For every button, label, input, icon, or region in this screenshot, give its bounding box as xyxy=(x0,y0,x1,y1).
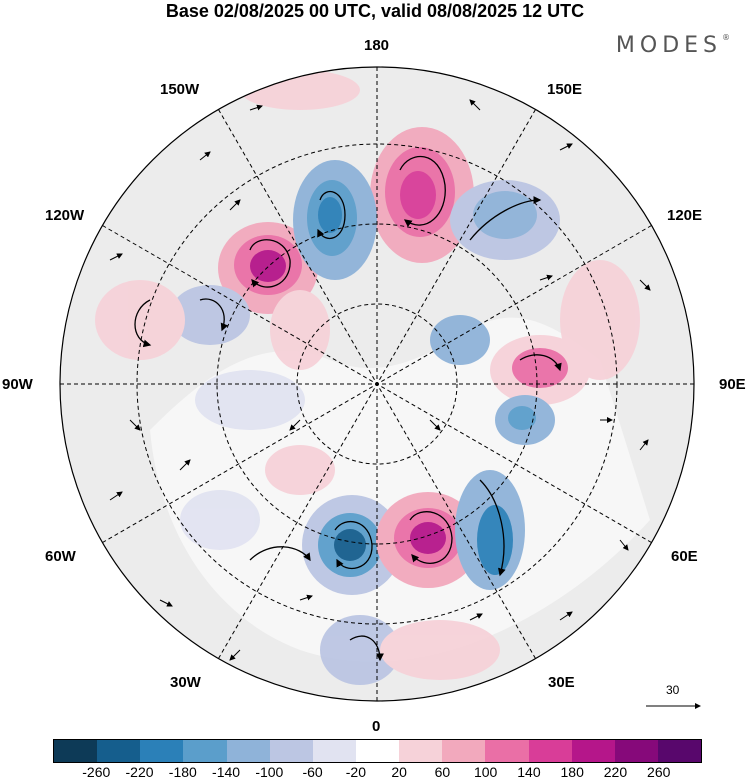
colorbar-tick-label: 180 xyxy=(560,764,584,780)
colorbar-segment xyxy=(571,740,615,762)
colorbar-tick-label: -180 xyxy=(168,764,197,780)
colorbar-tick-label: -140 xyxy=(212,764,241,780)
colorbar-tick-label: 20 xyxy=(391,764,407,780)
wind-vectors xyxy=(109,99,651,661)
lon-label-60e: 60E xyxy=(671,548,698,565)
colorbar-segment xyxy=(355,740,400,762)
lon-label-30w: 30W xyxy=(170,674,201,691)
lon-label-150w: 150W xyxy=(160,81,200,98)
colorbar-ticks: -260 -220 -180 -140 -100 -60 -20 20 60 100 140 180 2… xyxy=(0,764,750,782)
lon-label-120e: 120E xyxy=(667,207,703,224)
colorbar-segment xyxy=(657,740,702,762)
colorbar-segment xyxy=(54,740,98,762)
colorbar-segment xyxy=(485,740,529,762)
colorbar-tick-label: 140 xyxy=(517,764,541,780)
colorbar-tick-label: 100 xyxy=(473,764,498,780)
colorbar-segment xyxy=(140,740,184,762)
streamlines xyxy=(134,155,562,662)
colorbar-segment xyxy=(226,740,270,762)
colorbar-segment xyxy=(528,740,572,762)
lon-label-150e: 150E xyxy=(547,81,583,98)
lon-label-60w: 60W xyxy=(45,548,76,565)
colorbar-tick-label: -220 xyxy=(125,764,154,780)
lon-label-120w: 120W xyxy=(45,207,85,224)
colorbar-tick-label: -260 xyxy=(82,764,111,780)
colorbar-segment xyxy=(614,740,658,762)
lon-label-90w: 90W xyxy=(2,376,33,393)
graticule xyxy=(60,67,694,701)
colorbar-segment xyxy=(442,740,486,762)
colorbar-tick-label: -20 xyxy=(345,764,366,780)
colorbar-segment xyxy=(312,740,356,762)
colorbar-tick-label: 260 xyxy=(647,764,671,780)
polar-map xyxy=(59,66,701,709)
colorbar-tick-label: -60 xyxy=(302,764,323,780)
colorbar-segment xyxy=(183,740,227,762)
lon-label-90e: 90E xyxy=(719,376,746,393)
lon-label-180: 180 xyxy=(364,37,390,54)
reference-vector-label: 30 xyxy=(666,683,680,697)
colorbar-segment xyxy=(97,740,141,762)
colorbar-tick-label: -100 xyxy=(255,764,284,780)
chart-title: Base 02/08/2025 00 UTC, valid 08/08/2025… xyxy=(165,1,585,21)
colorbar-tick-label: 60 xyxy=(434,764,451,780)
colorbar-segment xyxy=(269,740,313,762)
colorbar xyxy=(53,739,702,763)
colorbar-segment xyxy=(399,740,443,762)
lon-label-0: 0 xyxy=(372,718,381,735)
lon-label-30e: 30E xyxy=(548,674,575,691)
brand-logo: MODES® xyxy=(615,33,730,58)
colorbar-tick-label: 220 xyxy=(603,764,628,780)
